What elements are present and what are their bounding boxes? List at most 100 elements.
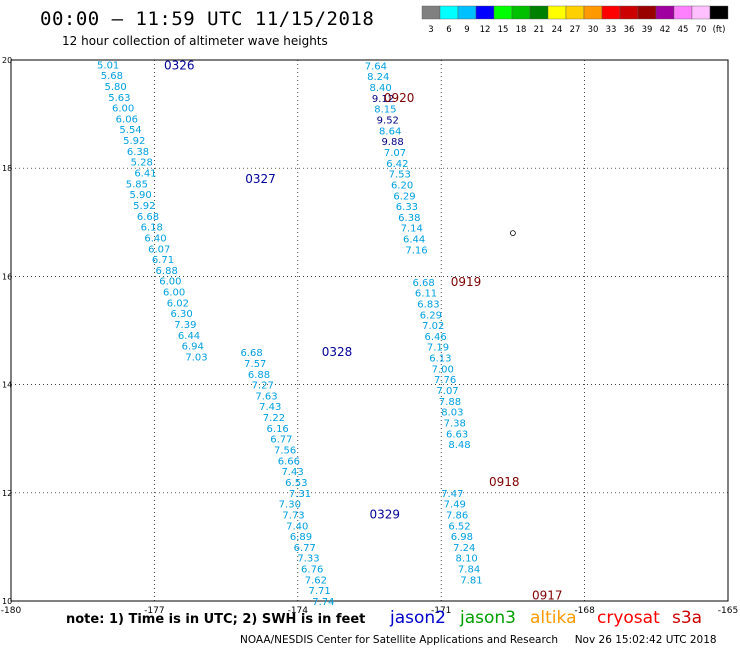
wave-height-label: 7.74 bbox=[312, 597, 334, 608]
wave-height-label: 6.30 bbox=[170, 309, 192, 320]
wave-height-label: 6.44 bbox=[403, 235, 425, 246]
color-scale-swatch bbox=[529, 5, 549, 20]
wave-height-label: 6.88 bbox=[248, 370, 270, 381]
wave-height-label: 7.33 bbox=[297, 554, 319, 565]
color-scale-swatch bbox=[439, 5, 459, 20]
wave-height-label: 7.43 bbox=[281, 467, 303, 478]
wave-height-label: 9.88 bbox=[381, 137, 403, 148]
wave-height-label: 6.88 bbox=[156, 266, 178, 277]
color-scale-swatch bbox=[583, 5, 603, 20]
color-scale-swatch bbox=[565, 5, 585, 20]
x-tick-label: -171 bbox=[431, 606, 451, 616]
wave-height-label: 5.63 bbox=[108, 93, 130, 104]
wave-height-label: 6.00 bbox=[163, 288, 185, 299]
wave-height-label: 6.44 bbox=[178, 331, 200, 342]
wave-height-label: 6.98 bbox=[451, 532, 473, 543]
y-tick-label: 12 bbox=[2, 489, 12, 498]
y-tick-label: 14 bbox=[2, 381, 12, 390]
x-tick-label: -165 bbox=[718, 606, 738, 616]
wave-height-label: 7.62 bbox=[305, 575, 327, 586]
wave-height-label: 7.81 bbox=[460, 575, 482, 586]
satellite-altika: altika bbox=[530, 608, 577, 628]
wave-height-label: 7.56 bbox=[274, 446, 296, 457]
wave-height-label: 7.19 bbox=[427, 343, 449, 354]
wave-height-label: 6.29 bbox=[420, 310, 442, 321]
color-scale-label: 6 bbox=[446, 25, 451, 35]
wave-height-label: 8.64 bbox=[379, 126, 401, 137]
wave-height-label: 7.88 bbox=[439, 397, 461, 408]
wave-height-label: 7.07 bbox=[436, 386, 458, 397]
wave-height-label: 6.33 bbox=[396, 202, 418, 213]
wave-height-label: 7.76 bbox=[434, 375, 456, 386]
wave-height-label: 5.80 bbox=[104, 82, 126, 93]
wave-height-label: 7.22 bbox=[263, 413, 285, 424]
pass-time-label: 0329 bbox=[370, 507, 401, 521]
page-title: 00:00 – 11:59 UTC 11/15/2018 bbox=[40, 8, 375, 30]
x-tick-label: -168 bbox=[574, 606, 595, 616]
wave-height-label: 8.48 bbox=[448, 440, 470, 451]
wave-height-label: 7.27 bbox=[252, 381, 274, 392]
color-scale-swatch bbox=[421, 5, 441, 20]
wave-height-label: 7.64 bbox=[365, 61, 387, 72]
wave-height-label: 6.83 bbox=[417, 299, 439, 310]
wave-height-label: 6.00 bbox=[112, 104, 134, 115]
color-scale-label: 33 bbox=[606, 25, 617, 35]
pass-time-label: 0326 bbox=[164, 58, 195, 72]
wave-height-label: 8.10 bbox=[456, 554, 478, 565]
wave-height-label: 7.31 bbox=[289, 489, 311, 500]
wave-height-label: 7.24 bbox=[453, 543, 475, 554]
color-scale-swatch bbox=[601, 5, 621, 20]
color-scale-swatch bbox=[619, 5, 639, 20]
wave-height-label: 6.38 bbox=[398, 213, 420, 224]
wave-height-label: 6.38 bbox=[127, 147, 149, 158]
wave-height-label: 9.52 bbox=[377, 116, 399, 127]
wave-height-label: 6.16 bbox=[267, 424, 289, 435]
wave-height-label: 6.53 bbox=[285, 478, 307, 489]
wave-height-label: 6.52 bbox=[448, 521, 470, 532]
wave-height-label: 6.71 bbox=[152, 255, 174, 266]
wave-height-label: 6.07 bbox=[148, 244, 170, 255]
color-scale-swatch bbox=[493, 5, 513, 20]
wave-height-label: 7.40 bbox=[286, 521, 308, 532]
wave-height-label: 6.68 bbox=[413, 278, 435, 289]
color-scale-label: 36 bbox=[624, 25, 635, 35]
wave-height-label: 6.00 bbox=[159, 277, 181, 288]
wave-height-label: 6.77 bbox=[270, 435, 292, 446]
color-scale-swatch bbox=[457, 5, 477, 20]
color-scale-label: 24 bbox=[552, 25, 563, 35]
timestamp: Nov 26 15:02:42 UTC 2018 bbox=[574, 634, 717, 646]
color-scale-label: 42 bbox=[660, 25, 671, 35]
wave-height-label: 7.03 bbox=[185, 352, 207, 363]
pass-time-label: 0327 bbox=[245, 172, 276, 186]
color-scale-label: 45 bbox=[678, 25, 689, 35]
y-tick-label: 10 bbox=[2, 597, 12, 606]
wave-height-label: 6.63 bbox=[446, 429, 468, 440]
wave-height-label: 6.06 bbox=[116, 114, 138, 125]
color-scale-swatch bbox=[637, 5, 657, 20]
y-tick-label: 20 bbox=[2, 56, 12, 65]
wave-height-label: 8.03 bbox=[441, 408, 463, 419]
pass-time-label: 0328 bbox=[322, 345, 353, 359]
wave-height-label: 5.68 bbox=[101, 71, 123, 82]
pass-time-label: 0918 bbox=[489, 475, 520, 489]
wave-height-label: 6.46 bbox=[424, 332, 446, 343]
y-tick-label: 16 bbox=[2, 272, 12, 281]
wave-height-label: 5.90 bbox=[129, 190, 151, 201]
x-tick-label: -177 bbox=[144, 606, 164, 616]
wave-height-label: 9.12 bbox=[372, 94, 394, 105]
wave-height-label: 7.84 bbox=[458, 565, 480, 576]
wave-height-label: 6.41 bbox=[134, 169, 156, 180]
wave-height-label: 6.18 bbox=[141, 223, 163, 234]
island-marker bbox=[510, 230, 516, 237]
wave-height-label: 5.28 bbox=[131, 158, 153, 169]
satellite-s3a: s3a bbox=[672, 608, 703, 628]
color-scale-label: 18 bbox=[516, 25, 527, 35]
wave-height-label: 6.02 bbox=[167, 298, 189, 309]
wave-height-label: 5.85 bbox=[126, 179, 148, 190]
wave-height-label: 6.13 bbox=[429, 354, 451, 365]
credit-line: NOAA/NESDIS Center for Satellite Applica… bbox=[240, 634, 717, 646]
wave-height-label: 5.92 bbox=[123, 136, 145, 147]
color-scale-label: 21 bbox=[534, 25, 545, 35]
wave-height-label: 6.20 bbox=[391, 180, 413, 191]
color-scale-label: 3 bbox=[428, 25, 433, 35]
